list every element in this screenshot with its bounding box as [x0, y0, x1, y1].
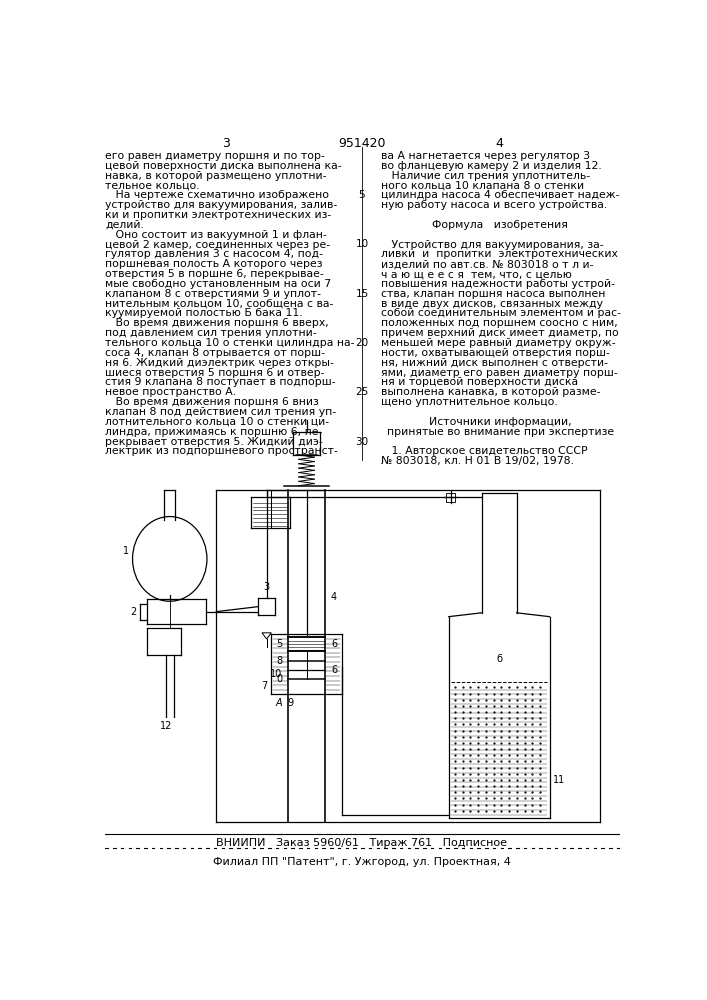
Text: ную работу насоса и всего устройства.: ную работу насоса и всего устройства.	[381, 200, 607, 210]
Text: Оно состоит из вакуумной 1 и флан-: Оно состоит из вакуумной 1 и флан-	[105, 230, 327, 240]
Text: 10: 10	[356, 239, 368, 249]
Text: ливки  и  пропитки  электротехнических: ливки и пропитки электротехнических	[381, 249, 618, 259]
Text: Филиал ПП "Патент", г. Ужгород, ул. Проектная, 4: Филиал ПП "Патент", г. Ужгород, ул. Прое…	[213, 857, 511, 867]
Text: причем верхний диск имеет диаметр, по: причем верхний диск имеет диаметр, по	[381, 328, 619, 338]
Text: Источники информации,: Источники информации,	[429, 417, 571, 427]
Text: 7: 7	[261, 681, 267, 691]
Text: устройство для вакуумирования, залив-: устройство для вакуумирования, залив-	[105, 200, 338, 210]
Text: 1. Авторское свидетельство СССР: 1. Авторское свидетельство СССР	[381, 446, 588, 456]
Text: 5: 5	[358, 190, 366, 200]
Text: нительным кольцом 10, сообщена с ва-: нительным кольцом 10, сообщена с ва-	[105, 299, 334, 309]
Text: 10: 10	[270, 669, 282, 679]
Text: 11: 11	[554, 775, 566, 785]
Text: цилиндра насоса 4 обеспечивает надеж-: цилиндра насоса 4 обеспечивает надеж-	[381, 190, 620, 200]
Text: тельное кольцо.: тельное кольцо.	[105, 180, 200, 190]
Text: ва А нагнетается через регулятор 3: ва А нагнетается через регулятор 3	[381, 151, 590, 161]
Text: 3: 3	[221, 137, 230, 150]
Text: повышения надежности работы устрой-: повышения надежности работы устрой-	[381, 279, 615, 289]
Text: выполнена канавка, в которой разме-: выполнена канавка, в которой разме-	[381, 387, 601, 397]
Text: стия 9 клапана 8 поступает в подпорш-: стия 9 клапана 8 поступает в подпорш-	[105, 377, 336, 387]
Text: 5: 5	[276, 639, 282, 649]
Text: принятые во внимание при экспертизе: принятые во внимание при экспертизе	[387, 427, 614, 437]
Text: Устройство для вакуумирования, за-: Устройство для вакуумирования, за-	[381, 240, 604, 250]
Text: 1: 1	[122, 546, 129, 556]
Text: 12: 12	[160, 721, 172, 731]
Text: клапан 8 под действием сил трения уп-: клапан 8 под действием сил трения уп-	[105, 407, 337, 417]
Text: отверстия 5 в поршне 6, перекрывае-: отверстия 5 в поршне 6, перекрывае-	[105, 269, 325, 279]
Text: 0: 0	[276, 674, 282, 684]
Text: ня 6. Жидкий диэлектрик через откры-: ня 6. Жидкий диэлектрик через откры-	[105, 358, 334, 368]
Text: во фланцевую камеру 2 и изделия 12.: во фланцевую камеру 2 и изделия 12.	[381, 161, 602, 171]
Text: ч а ю щ е е с я  тем, что, с целью: ч а ю щ е е с я тем, что, с целью	[381, 269, 572, 279]
Text: изделий по авт.св. № 803018 о т л и-: изделий по авт.св. № 803018 о т л и-	[381, 259, 594, 269]
Text: ВНИИПИ   Заказ 5960/61   Тираж 761   Подписное: ВНИИПИ Заказ 5960/61 Тираж 761 Подписное	[216, 838, 508, 848]
Text: 951420: 951420	[338, 137, 386, 150]
Text: 8: 8	[276, 656, 282, 666]
Text: 3: 3	[264, 582, 269, 592]
Text: Во время движения поршня 6 вверх,: Во время движения поршня 6 вверх,	[105, 318, 329, 328]
Text: ки и пропитки электротехнических из-: ки и пропитки электротехнических из-	[105, 210, 332, 220]
Text: 2: 2	[130, 607, 136, 617]
Text: куумируемой полостью Б бака 11.: куумируемой полостью Б бака 11.	[105, 308, 303, 318]
Text: лотнительного кольца 10 о стенки ци-: лотнительного кольца 10 о стенки ци-	[105, 417, 329, 427]
Text: Формула   изобретения: Формула изобретения	[433, 220, 568, 230]
Text: ня и торцевой поверхности диска: ня и торцевой поверхности диска	[381, 377, 578, 387]
Text: гулятор давления 3 с насосом 4, под-: гулятор давления 3 с насосом 4, под-	[105, 249, 323, 259]
Text: Во время движения поршня 6 вниз: Во время движения поршня 6 вниз	[105, 397, 319, 407]
Text: цевой 2 камер, соединенных через ре-: цевой 2 камер, соединенных через ре-	[105, 240, 331, 250]
Text: А: А	[276, 698, 282, 708]
Text: 4: 4	[495, 137, 503, 150]
Text: невое пространство А.: невое пространство А.	[105, 387, 237, 397]
Text: собой соединительным элементом и рас-: собой соединительным элементом и рас-	[381, 308, 621, 318]
Text: ности, охватывающей отверстия порш-: ности, охватывающей отверстия порш-	[381, 348, 610, 358]
Text: ня, нижний диск выполнен с отверсти-: ня, нижний диск выполнен с отверсти-	[381, 358, 608, 368]
Text: 15: 15	[356, 289, 368, 299]
Text: ного кольца 10 клапана 8 о стенки: ного кольца 10 клапана 8 о стенки	[381, 180, 585, 190]
Text: На чертеже схематично изображено: На чертеже схематично изображено	[105, 190, 329, 200]
Text: цевой поверхности диска выполнена ка-: цевой поверхности диска выполнена ка-	[105, 161, 342, 171]
Text: соса 4, клапан 8 отрывается от порш-: соса 4, клапан 8 отрывается от порш-	[105, 348, 325, 358]
Text: 6: 6	[331, 639, 337, 649]
Text: 4: 4	[331, 592, 337, 602]
Text: тельного кольца 10 о стенки цилиндра на-: тельного кольца 10 о стенки цилиндра на-	[105, 338, 355, 348]
Text: рекрывает отверстия 5. Жидкий диэ-: рекрывает отверстия 5. Жидкий диэ-	[105, 437, 323, 447]
Text: мые свободно установленным на оси 7: мые свободно установленным на оси 7	[105, 279, 332, 289]
Text: клапаном 8 с отверстиями 9 и уплот-: клапаном 8 с отверстиями 9 и уплот-	[105, 289, 322, 299]
Text: щено уплотнительное кольцо.: щено уплотнительное кольцо.	[381, 397, 558, 407]
Text: навка, в которой размещено уплотни-: навка, в которой размещено уплотни-	[105, 171, 327, 181]
Text: лектрик из подпоршневого пространст-: лектрик из подпоршневого пространст-	[105, 446, 339, 456]
Text: шиеся отверстия 5 поршня 6 и отвер-: шиеся отверстия 5 поршня 6 и отвер-	[105, 368, 325, 378]
Text: в виде двух дисков, связанных между: в виде двух дисков, связанных между	[381, 299, 603, 309]
Text: поршневая полость А которого через: поршневая полость А которого через	[105, 259, 323, 269]
Bar	[446, 493, 455, 502]
Text: 25: 25	[356, 387, 368, 397]
Text: б: б	[496, 654, 502, 664]
Text: положенных под поршнем соосно с ним,: положенных под поршнем соосно с ним,	[381, 318, 618, 328]
Text: 20: 20	[356, 338, 368, 348]
Text: № 803018, кл. Н 01 В 19/02, 1978.: № 803018, кл. Н 01 В 19/02, 1978.	[381, 456, 574, 466]
Text: меньшей мере равный диаметру окруж-: меньшей мере равный диаметру окруж-	[381, 338, 616, 348]
Text: Наличие сил трения уплотнитель-: Наличие сил трения уплотнитель-	[381, 171, 590, 181]
Text: ства, клапан поршня насоса выполнен: ства, клапан поршня насоса выполнен	[381, 289, 606, 299]
Text: ями, диаметр его равен диаметру порш-: ями, диаметр его равен диаметру порш-	[381, 368, 618, 378]
Text: под давлением сил трения уплотни-: под давлением сил трения уплотни-	[105, 328, 317, 338]
Text: 6: 6	[331, 665, 337, 675]
Text: линдра, прижимаясь к поршню 6, пе-: линдра, прижимаясь к поршню 6, пе-	[105, 427, 323, 437]
Text: 9: 9	[288, 698, 293, 708]
Text: его равен диаметру поршня и по тор-: его равен диаметру поршня и по тор-	[105, 151, 325, 161]
Text: делий.: делий.	[105, 220, 144, 230]
Text: 30: 30	[356, 437, 368, 447]
